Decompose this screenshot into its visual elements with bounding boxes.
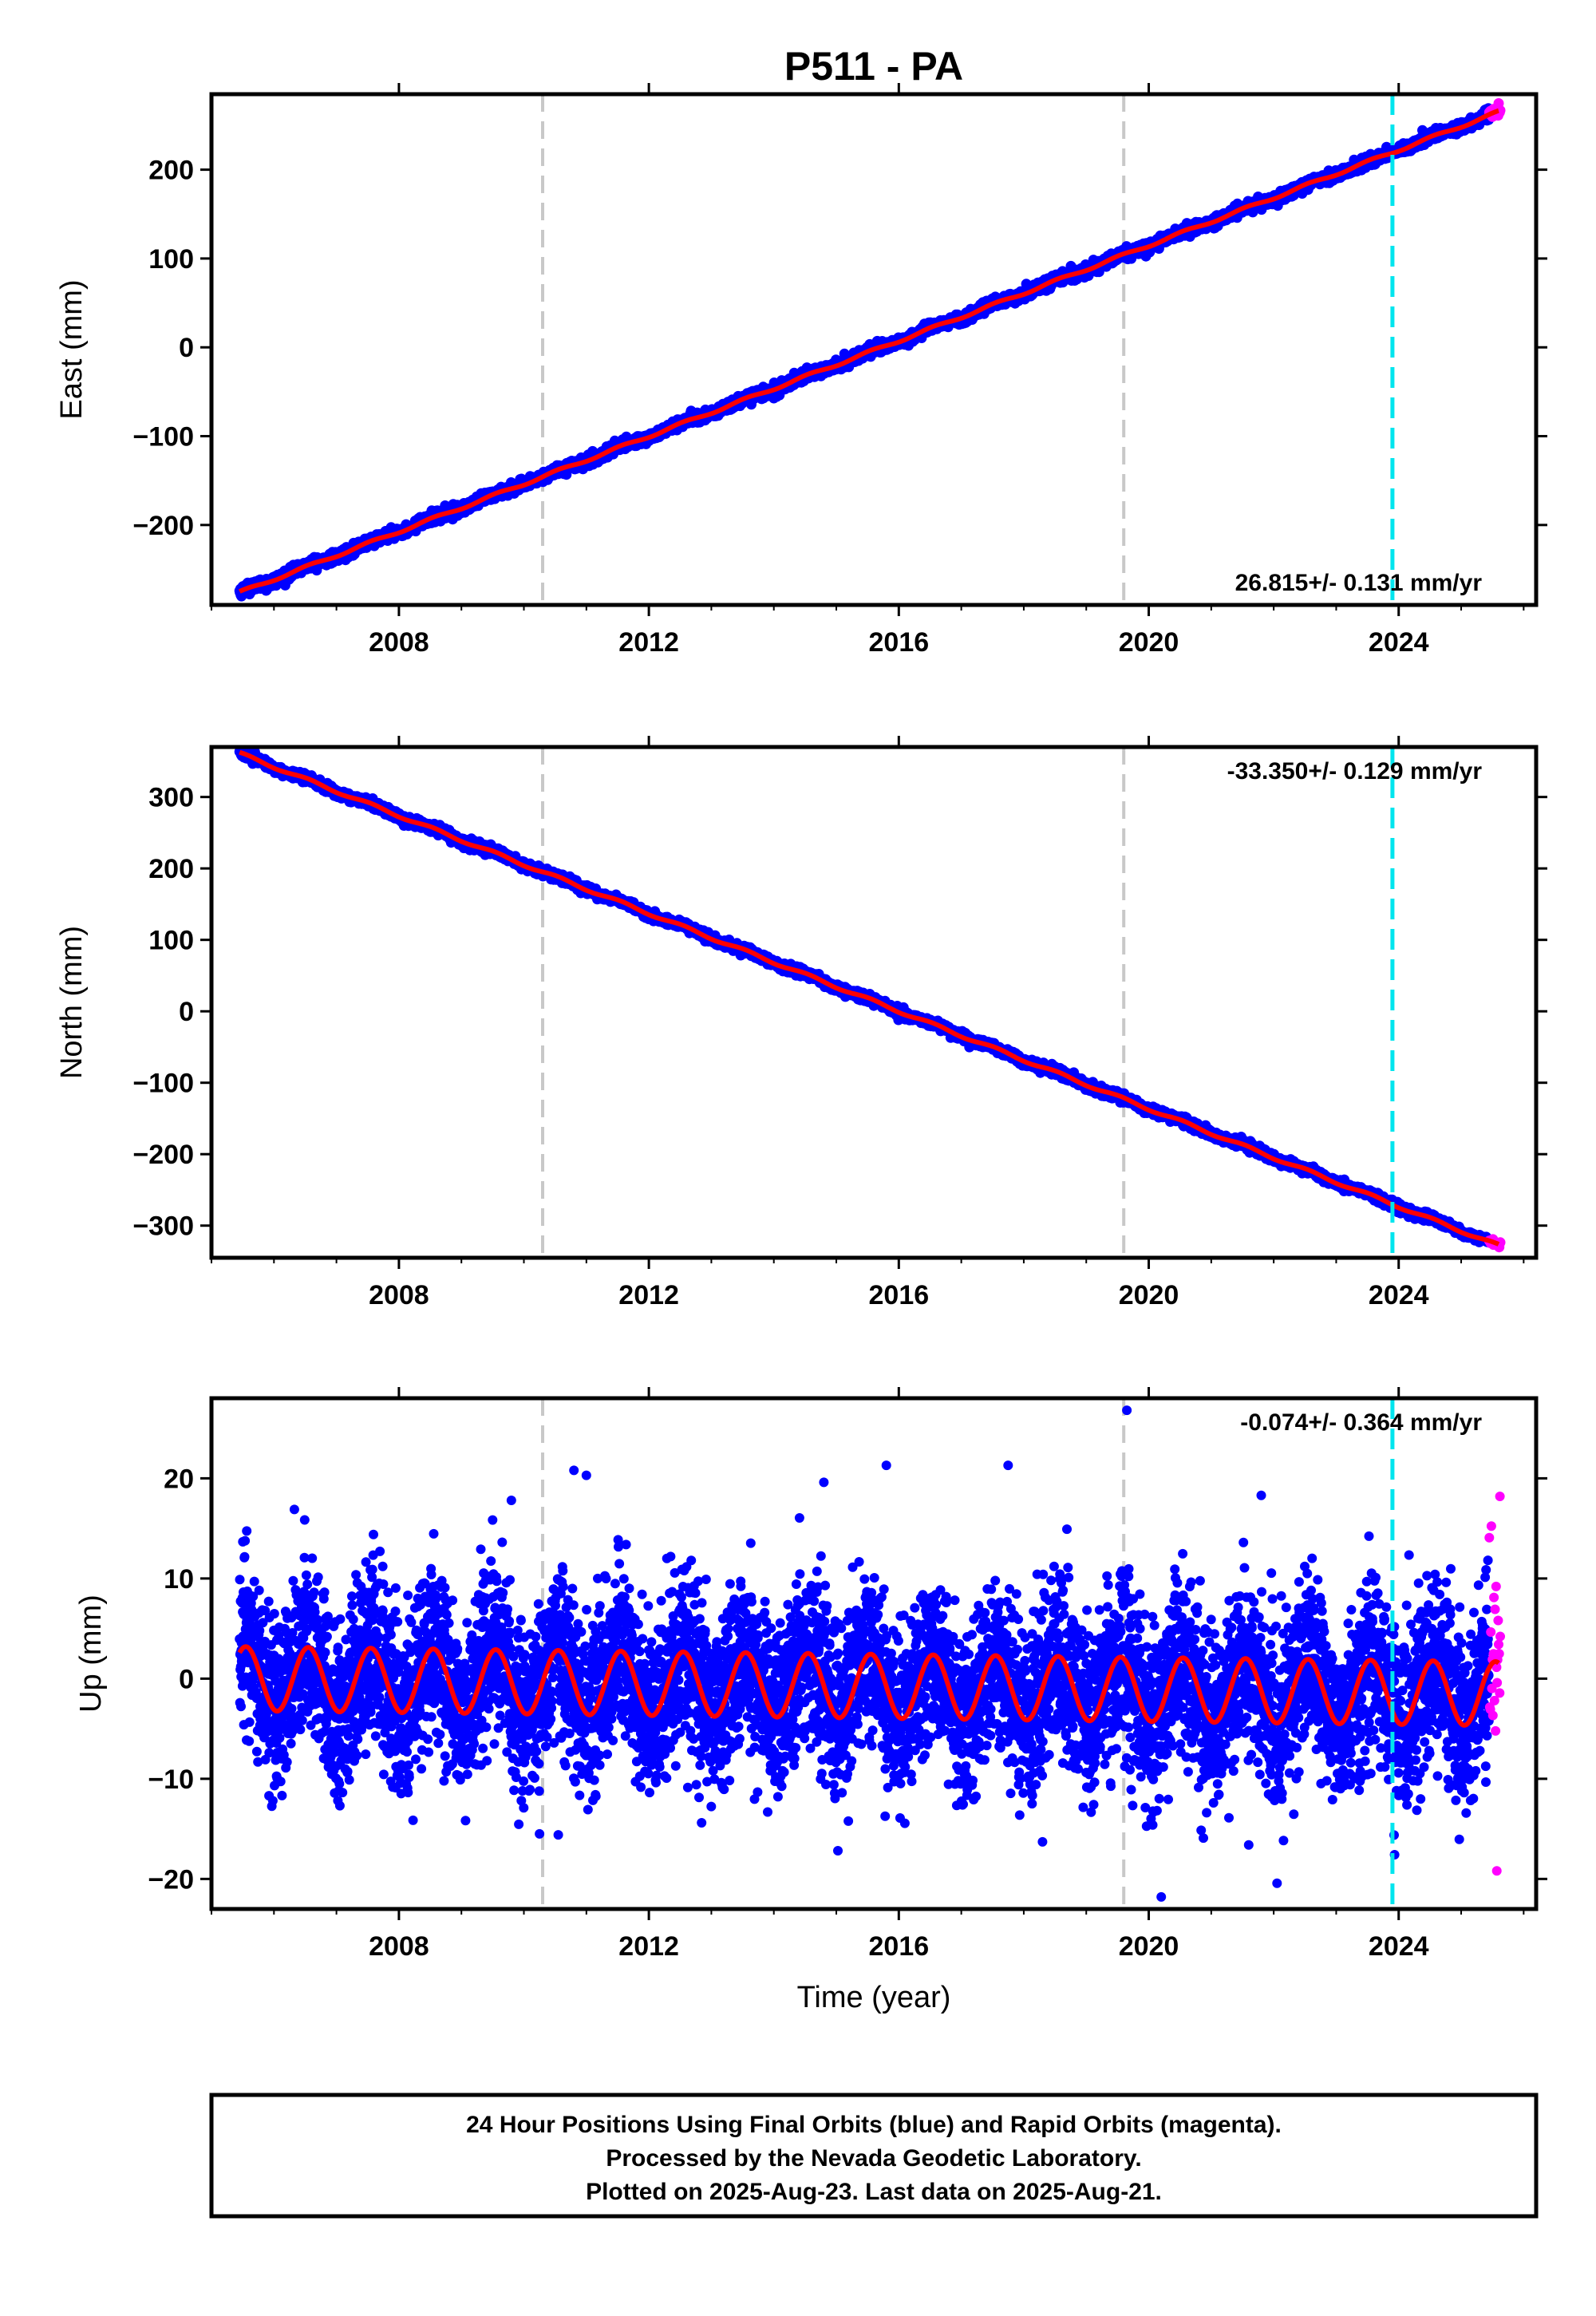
x-tick-label: 2012 [618,1280,679,1310]
y-tick-label: 100 [148,926,194,956]
y-axis-label: East (mm) [55,279,89,419]
y-axis-label: Up (mm) [74,1595,108,1713]
velocity-annotation: -33.350+/- 0.129 mm/yr [1227,758,1483,785]
plot-area [235,1398,1506,1909]
x-tick-label: 2016 [869,1931,930,1962]
footer-line-2: Processed by the Nevada Geodetic Laborat… [606,2145,1141,2172]
footer-box: 24 Hour Positions Using Final Orbits (bl… [209,2093,1539,2219]
y-tick-label: 200 [148,854,194,884]
y-tick-label: −200 [132,1140,194,1170]
panel-frame [209,1396,1539,1911]
footer-line-3: Plotted on 2025-Aug-23. Last data on 202… [586,2179,1162,2205]
y-tick-label: 0 [179,333,194,363]
x-tick-label: 2024 [1369,1280,1429,1310]
y-tick-label: 0 [179,1664,194,1694]
x-tick-label: 2024 [1369,627,1429,658]
figure-title: P511 - PA [784,44,963,89]
plot-area [234,747,1506,1258]
y-tick-label: 10 [164,1564,194,1595]
x-tick-label: 2020 [1119,1931,1179,1962]
panel-frame [209,745,1539,1260]
x-axis-label: Time (year) [797,1981,951,2014]
model-fit-line [239,749,1500,1247]
x-tick-label: 2012 [618,627,679,658]
north-panel: 2008 2012 2016 2020 2024 −300 −200 −100 0 100 200 3… [55,736,1547,1310]
y-tick-label: 300 [148,783,194,813]
y-tick-label: 20 [164,1464,194,1494]
footer-line-1: 24 Hour Positions Using Final Orbits (bl… [466,2112,1282,2138]
y-tick-label: −100 [132,422,194,453]
y-tick-label: −300 [132,1211,194,1242]
y-tick-label: −10 [148,1765,194,1795]
y-tick-label: 200 [148,156,194,186]
model-fit-line [237,1644,1500,1728]
y-tick-label: 0 [179,997,194,1027]
panel-frame [209,92,1539,607]
x-tick-label: 2012 [618,1931,679,1962]
x-tick-label: 2008 [369,1931,429,1962]
footer-frame [209,2093,1539,2219]
y-tick-label: −20 [148,1864,194,1895]
x-tick-label: 2008 [369,627,429,658]
y-tick-label: −100 [132,1069,194,1099]
x-tick-label: 2020 [1119,627,1179,658]
y-tick-label: −200 [132,511,194,541]
velocity-annotation: -0.074+/- 0.364 mm/yr [1240,1409,1482,1436]
y-tick-label: 100 [148,244,194,275]
x-tick-label: 2024 [1369,1931,1429,1962]
y-axis-label: North (mm) [55,926,89,1079]
up-panel: 2008 2012 2016 2020 2024 −20 −10 0 10 20 Up (mm) -0… [74,1387,1547,1962]
velocity-annotation: 26.815+/- 0.131 mm/yr [1235,570,1483,596]
east-panel: 2008 2012 2016 2020 2024 −200 −100 0 100 200 East … [55,83,1547,658]
x-tick-label: 2020 [1119,1280,1179,1310]
plot-area [234,94,1506,605]
x-tick-label: 2016 [869,627,930,658]
model-fit-line [238,108,1499,594]
x-tick-label: 2016 [869,1280,930,1310]
x-tick-label: 2008 [369,1280,429,1310]
